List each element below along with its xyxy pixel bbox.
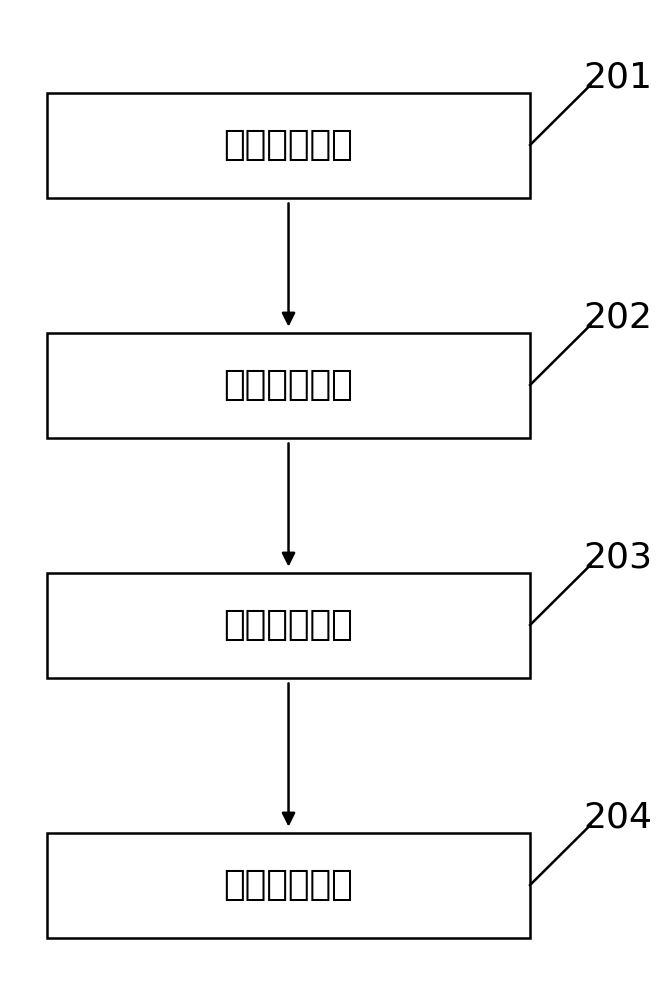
Bar — [47, 832, 530, 938]
Text: 201: 201 — [584, 61, 653, 95]
Text: 202: 202 — [584, 301, 653, 335]
Text: 204: 204 — [584, 801, 653, 835]
Text: 数据处理模块: 数据处理模块 — [223, 608, 354, 642]
Bar — [47, 93, 530, 198]
Text: 参数获取模块: 参数获取模块 — [223, 128, 354, 162]
Text: 203: 203 — [584, 541, 653, 575]
Text: 图像提取模块: 图像提取模块 — [223, 368, 354, 402]
Text: 样本训练模块: 样本训练模块 — [223, 868, 354, 902]
Bar — [47, 572, 530, 678]
Bar — [47, 332, 530, 438]
